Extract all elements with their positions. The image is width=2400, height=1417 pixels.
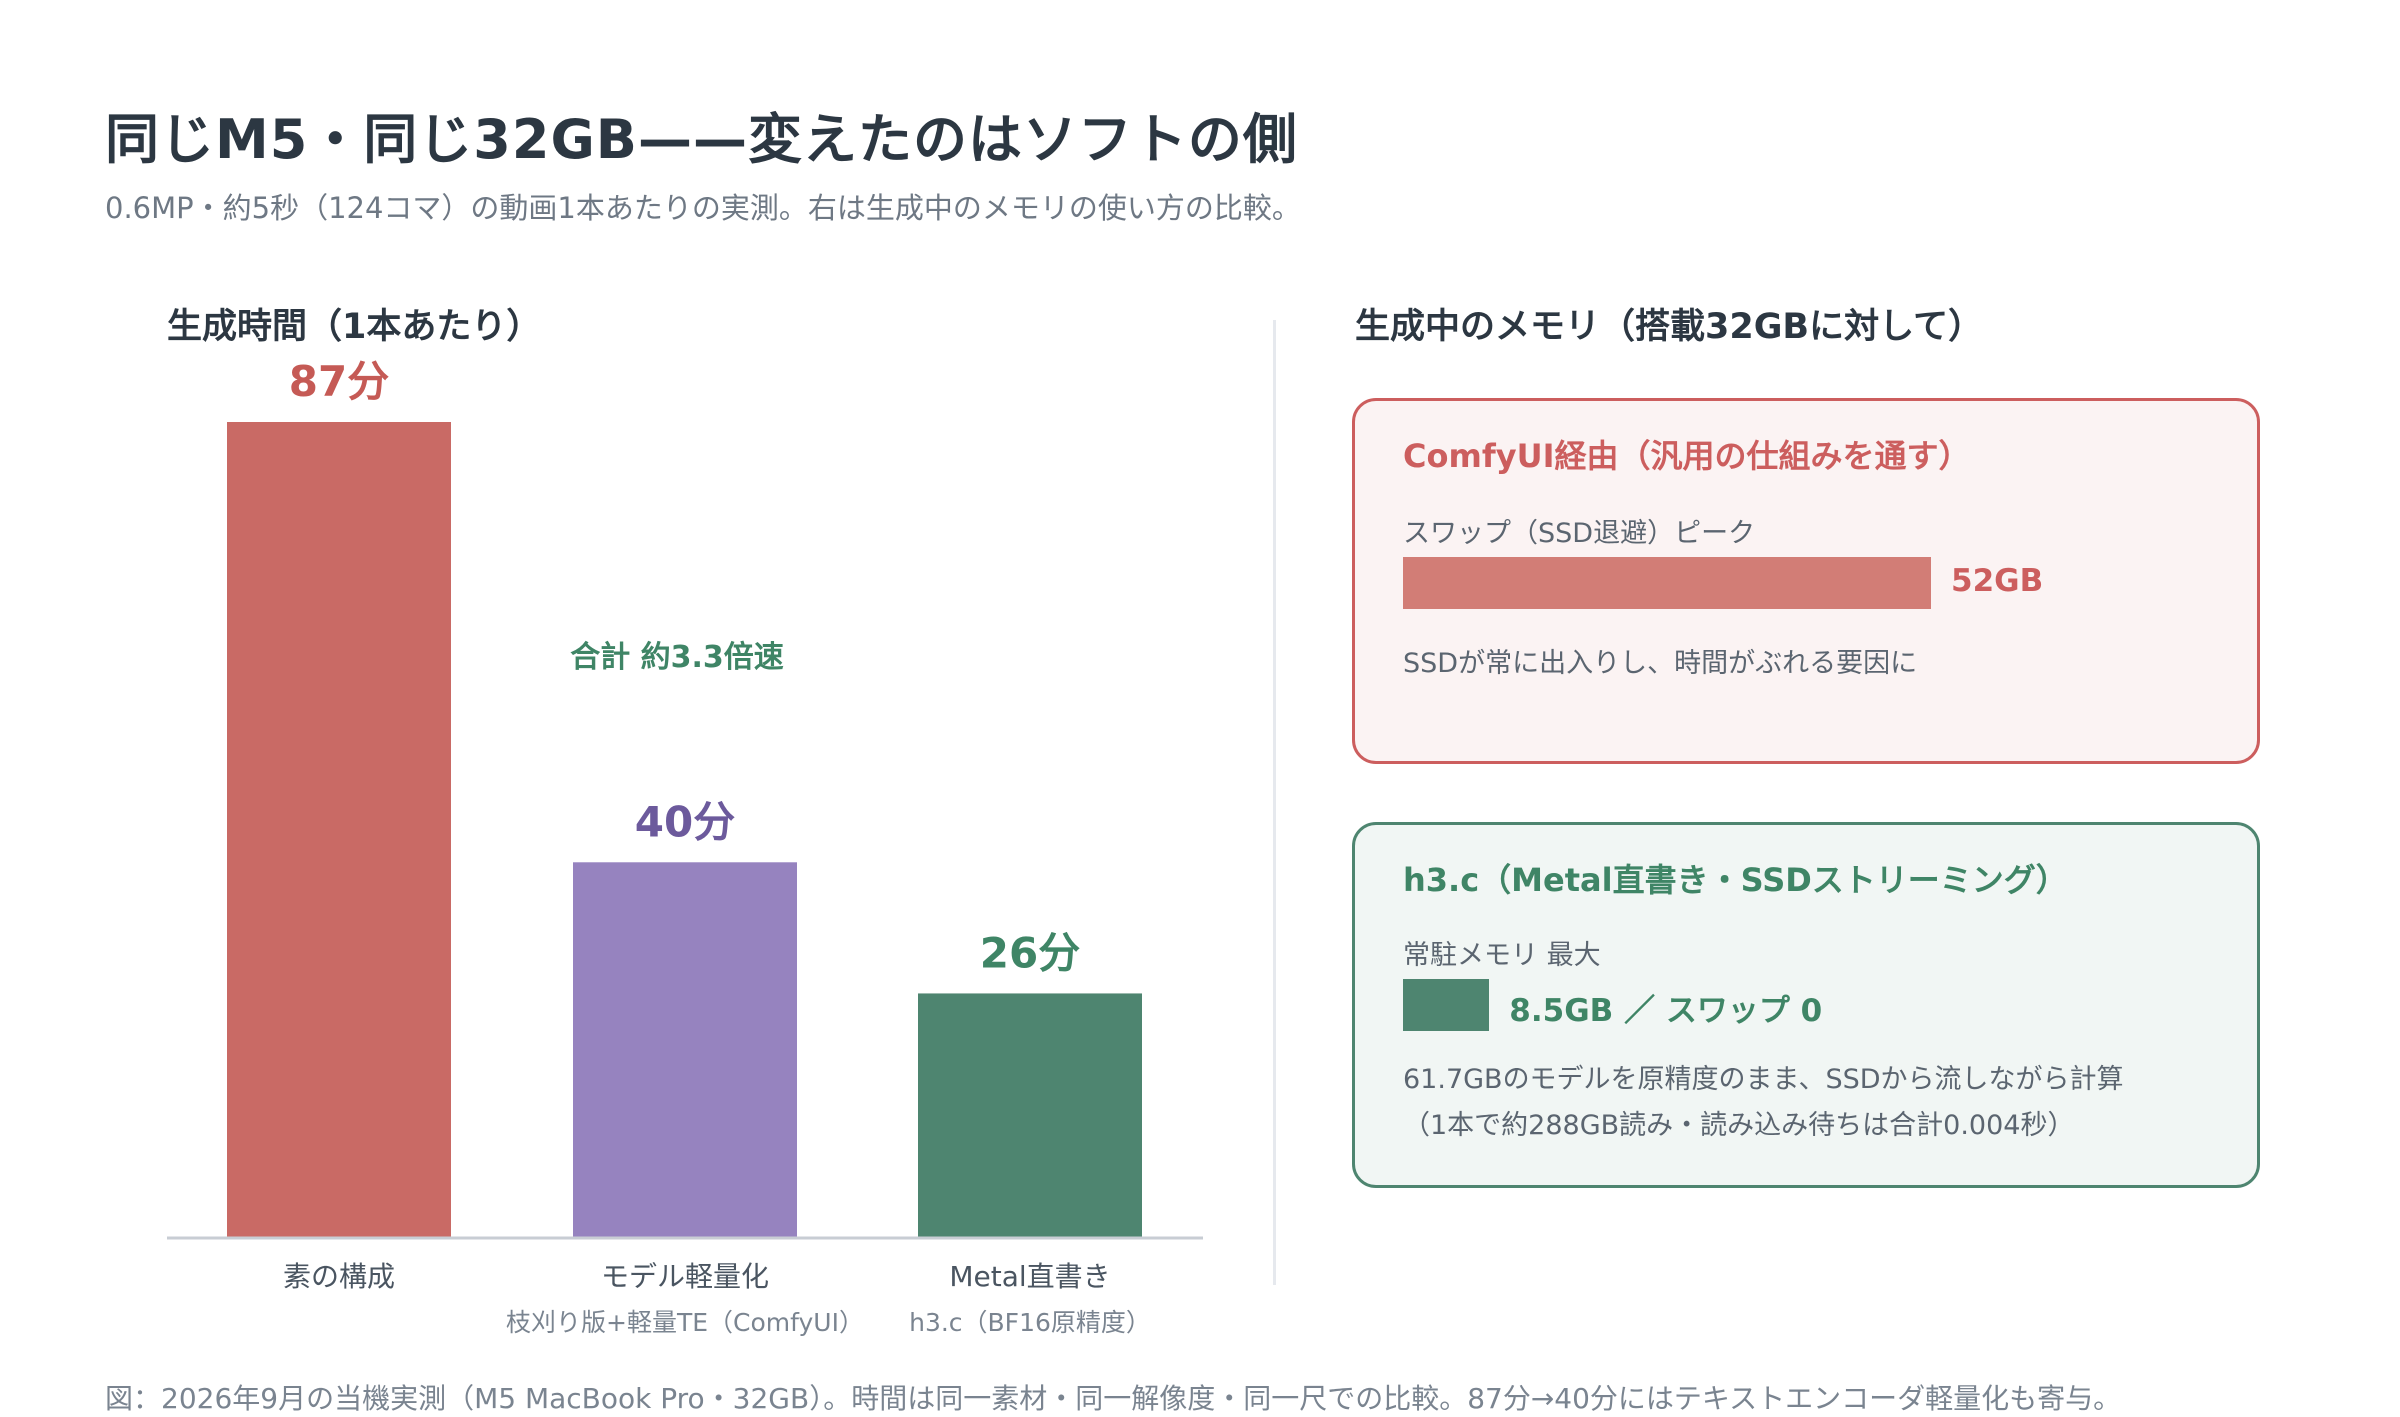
resident-memory-bar <box>1403 979 1490 1031</box>
bar-value-label-2: 26分 <box>980 928 1080 977</box>
bar-value-label-0: 87分 <box>289 357 389 406</box>
footnote: 図：2026年9月の当機実測（M5 MacBook Pro・32GB）。時間は同… <box>105 1382 2122 1415</box>
resident-memory-value: 8.5GB ／ スワップ 0 <box>1509 993 1823 1029</box>
bar-value-label-1: 40分 <box>635 797 735 846</box>
category-sublabel-1: 枝刈り版+軽量TE（ComfyUI） <box>506 1308 864 1337</box>
speedup-annotation: 合計 約3.3倍速 <box>570 640 784 675</box>
category-sublabel-2: h3.c（BF16原精度） <box>909 1308 1151 1337</box>
h3c-memory-card: h3.c（Metal直書き・SSDストリーミング） 常駐メモリ 最大 8.5GB… <box>1352 822 2260 1188</box>
swap-peak-bar <box>1403 557 1931 609</box>
bar-1 <box>573 862 797 1237</box>
h3c-card-title: h3.c（Metal直書き・SSDストリーミング） <box>1403 861 2068 899</box>
panel-divider <box>1273 320 1276 1285</box>
bar-0 <box>227 422 451 1237</box>
category-label-0: 素の構成 <box>283 1260 395 1293</box>
category-label-1: モデル軽量化 <box>601 1260 769 1293</box>
bar-2 <box>918 993 1142 1237</box>
h3c-card-note-2: （1本で約288GB読み・読み込み待ちは合計0.004秒） <box>1403 1110 2075 1141</box>
comfyui-card-note: SSDが常に出入りし、時間がぶれる要因に <box>1403 648 1918 679</box>
comfyui-memory-card: ComfyUI経由（汎用の仕組みを通す） スワップ（SSD退避）ピーク 52GB… <box>1352 398 2260 764</box>
page-subtitle: 0.6MP・約5秒（124コマ）の動画1本あたりの実測。右は生成中のメモリの使い… <box>105 191 1301 225</box>
category-label-2: Metal直書き <box>949 1260 1110 1293</box>
resident-memory-label: 常駐メモリ 最大 <box>1403 940 1601 971</box>
comfyui-card-title: ComfyUI経由（汎用の仕組みを通す） <box>1403 437 1971 475</box>
page-title: 同じM5・同じ32GB——変えたのはソフトの側 <box>105 108 1298 171</box>
swap-peak-label: スワップ（SSD退避）ピーク <box>1403 518 1756 549</box>
h3c-card-note-1: 61.7GBのモデルを原精度のまま、SSDから流しながら計算 <box>1403 1064 2124 1095</box>
chart-title: 生成時間（1本あたり） <box>167 307 542 347</box>
memory-panel-title: 生成中のメモリ（搭載32GBに対して） <box>1355 307 1984 347</box>
swap-peak-value: 52GB <box>1951 563 2044 599</box>
